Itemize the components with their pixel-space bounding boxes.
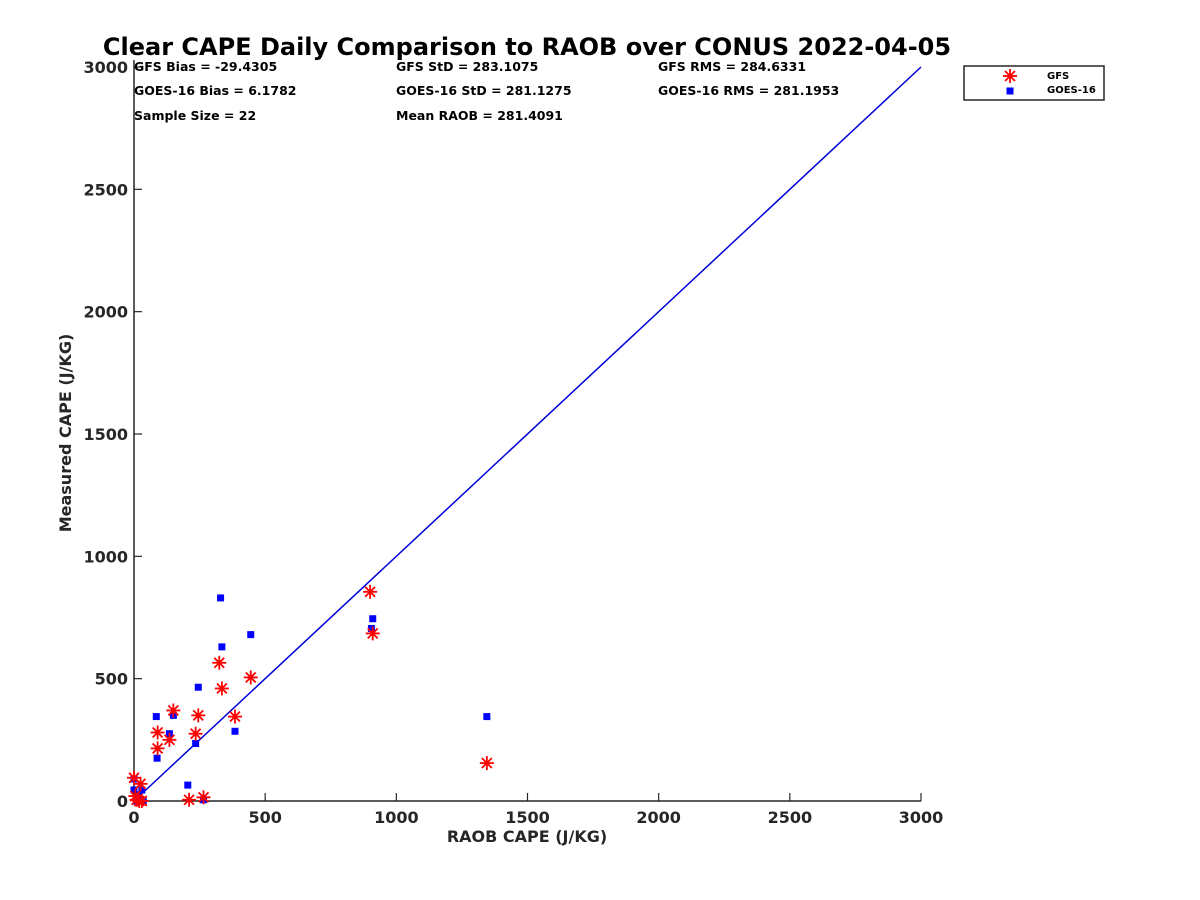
x-tick-label: 1000 <box>374 808 419 827</box>
gfs-point <box>479 756 494 771</box>
goes16-point <box>369 615 377 623</box>
stat-gfs-bias: GFS Bias = -29.4305 <box>134 59 277 74</box>
stat-goes-std: GOES-16 StD = 281.1275 <box>396 83 572 98</box>
one-to-one-reference-line <box>133 66 922 802</box>
gfs-point <box>212 655 227 670</box>
gfs-point <box>150 725 165 740</box>
gfs-point <box>363 584 378 599</box>
gfs-point <box>162 732 177 747</box>
gfs-point <box>182 792 197 807</box>
gfs-point <box>214 681 229 696</box>
legend-gfs-marker <box>1003 69 1017 83</box>
goes16-point <box>194 683 202 691</box>
gfs-point <box>166 703 181 718</box>
gfs-point <box>191 708 206 723</box>
goes16-point <box>217 594 225 602</box>
x-axis-label: RAOB CAPE (J/KG) <box>447 827 607 846</box>
stat-mean-raob: Mean RAOB = 281.4091 <box>396 108 563 123</box>
y-ticks: 0 500 1000 1500 2000 2500 3000 <box>83 58 142 811</box>
stat-sample-size: Sample Size = 22 <box>134 108 256 123</box>
y-tick-label: 2000 <box>83 303 128 322</box>
gfs-point <box>196 790 211 805</box>
goes16-point <box>134 791 142 799</box>
gfs-point <box>243 670 258 685</box>
goes16-point <box>152 713 160 721</box>
statistics-block: GFS Bias = -29.4305 GFS StD = 283.1075 G… <box>134 59 839 123</box>
chart-title: Clear CAPE Daily Comparison to RAOB over… <box>103 33 951 61</box>
stat-goes-bias: GOES-16 Bias = 6.1782 <box>134 83 296 98</box>
x-tick-label: 2500 <box>768 808 813 827</box>
gfs-point <box>133 776 148 791</box>
legend-box <box>963 65 1105 101</box>
goes16-point <box>138 786 146 794</box>
y-tick-label: 1000 <box>83 547 128 566</box>
y-tick-label: 1500 <box>83 425 128 444</box>
legend-goes-square <box>1006 87 1014 95</box>
legend: GFS GOES-16 <box>963 65 1105 101</box>
y-tick-label: 2500 <box>83 180 128 199</box>
y-tick-label: 3000 <box>83 58 128 77</box>
goes16-point <box>192 740 200 748</box>
gfs-point <box>227 709 242 724</box>
gfs-point <box>134 794 149 808</box>
x-tick-label: 500 <box>248 808 281 827</box>
legend-gfs-asterisk <box>1003 69 1017 83</box>
y-tick-label: 0 <box>117 792 128 811</box>
legend-gfs-label: GFS <box>1047 71 1069 82</box>
goes16-point <box>184 781 192 789</box>
stat-goes-rms: GOES-16 RMS = 281.1953 <box>658 83 839 98</box>
goes16-point <box>483 713 491 721</box>
goes16-point <box>130 786 138 794</box>
stat-gfs-rms: GFS RMS = 284.6331 <box>658 59 806 74</box>
data-points <box>127 584 494 808</box>
x-tick-label: 0 <box>128 808 139 827</box>
stat-gfs-std: GFS StD = 283.1075 <box>396 59 538 74</box>
goes16-point <box>153 754 161 762</box>
goes16-point <box>367 625 375 633</box>
legend-goes-marker <box>1006 87 1014 95</box>
x-tick-label: 2000 <box>636 808 681 827</box>
gfs-point <box>188 726 203 741</box>
x-ticks: 0 500 1000 1500 2000 2500 3000 <box>128 793 943 827</box>
gfs-point <box>365 626 380 641</box>
gfs-point <box>150 741 165 756</box>
goes16-point <box>231 727 239 735</box>
y-axis-label: Measured CAPE (J/KG) <box>56 334 75 533</box>
y-tick-label: 500 <box>95 670 128 689</box>
x-tick-label: 3000 <box>899 808 944 827</box>
legend-goes-label: GOES-16 <box>1047 85 1096 96</box>
goes16-point <box>247 631 255 639</box>
goes16-point <box>218 643 226 651</box>
x-tick-label: 1500 <box>505 808 550 827</box>
axes <box>133 60 921 802</box>
